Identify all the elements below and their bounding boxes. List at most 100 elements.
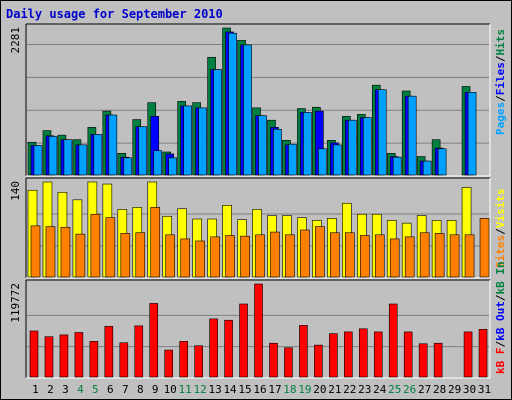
x-label-day-31: 31	[478, 383, 491, 396]
pages-bar-1	[33, 145, 43, 176]
sites-bar-31	[479, 218, 490, 278]
sites-bar-10	[165, 234, 176, 278]
sites-bar-11	[180, 238, 190, 278]
kbf-bar-2	[44, 336, 54, 378]
kbf-bar-22	[344, 331, 353, 378]
legend-kb-part-4: /	[494, 294, 507, 301]
kbf-bar-1	[29, 330, 39, 378]
pages-bar-9	[153, 150, 163, 176]
pages-bar-11	[183, 105, 192, 176]
sites-bar-29	[449, 234, 460, 278]
x-label-day-7: 7	[122, 383, 129, 396]
sites-bar-1	[30, 225, 41, 278]
sites-bar-6	[105, 217, 116, 278]
legend-kb-part-3: kB Out	[494, 301, 507, 341]
y-max-label-2: 140	[9, 181, 22, 201]
x-label-day-2: 2	[47, 383, 54, 396]
kbf-bar-24	[373, 331, 383, 378]
kbf-bar-17	[269, 342, 278, 378]
kbf-bar-11	[179, 341, 188, 378]
x-label-day-8: 8	[137, 383, 144, 396]
pages-bar-14	[228, 32, 237, 176]
legend-kb: kB F/kB Out/kB In	[494, 261, 507, 374]
pages-bar-10	[168, 157, 178, 176]
x-label-day-5: 5	[92, 383, 99, 396]
sites-bar-13	[210, 236, 220, 278]
x-label-day-23: 23	[358, 383, 371, 396]
x-label-day-28: 28	[433, 383, 446, 396]
pages-bar-16	[258, 115, 267, 176]
pages-bar-23	[362, 117, 372, 176]
x-label-day-15: 15	[238, 383, 251, 396]
legend-pages-files-hits-part-4: /	[494, 55, 507, 62]
kbf-bar-16	[254, 283, 263, 378]
x-label-day-24: 24	[373, 383, 387, 396]
legend-pages-files-hits-part-2: /	[494, 95, 507, 102]
x-label-day-1: 1	[32, 383, 39, 396]
x-label-day-30: 30	[463, 383, 476, 396]
sites-bar-8	[135, 232, 146, 278]
kbf-bar-31	[478, 329, 488, 378]
pages-bar-4	[78, 144, 88, 176]
kbf-bar-9	[149, 303, 159, 378]
sites-bar-12	[195, 240, 205, 278]
x-label-day-6: 6	[107, 383, 114, 396]
x-label-day-4: 4	[77, 383, 84, 396]
pages-bar-21	[333, 144, 342, 176]
x-label-day-18: 18	[283, 383, 296, 396]
kbf-bar-7	[119, 342, 129, 378]
pages-bar-17	[273, 128, 282, 176]
kbf-bar-10	[164, 349, 174, 378]
kbf-bar-20	[314, 344, 323, 378]
kbf-bar-12	[194, 345, 203, 378]
sites-bar-7	[120, 233, 131, 278]
pages-bar-7	[123, 157, 133, 176]
sites-bar-26	[404, 236, 415, 278]
sites-bar-3	[60, 226, 71, 278]
sites-bar-28	[434, 233, 445, 278]
pages-bar-22	[348, 119, 357, 176]
x-label-day-29: 29	[448, 383, 461, 396]
kbf-bar-3	[59, 334, 69, 378]
pages-bar-18	[288, 143, 297, 176]
sites-bar-17	[270, 231, 280, 278]
kbf-bar-25	[388, 303, 398, 378]
x-label-day-25: 25	[388, 383, 401, 396]
kbf-bar-21	[329, 333, 338, 378]
sites-bar-27	[419, 232, 430, 278]
legend-pages-files-hits-part-5: Hits	[494, 29, 507, 56]
sites-bar-18	[285, 234, 295, 278]
pages-bar-19	[303, 112, 312, 176]
x-label-day-21: 21	[328, 383, 341, 396]
legend-sites-visits-part-2: /	[494, 228, 507, 235]
x-label-day-19: 19	[298, 383, 311, 396]
x-label-day-10: 10	[164, 383, 177, 396]
pages-bar-5	[93, 134, 103, 176]
x-label-day-27: 27	[418, 383, 431, 396]
pages-bar-6	[108, 114, 118, 176]
kbf-bar-27	[418, 343, 428, 378]
x-label-day-3: 3	[62, 383, 69, 396]
kbf-bar-13	[209, 318, 218, 378]
y-max-label-3: 119772	[9, 283, 22, 323]
x-label-day-20: 20	[313, 383, 326, 396]
legend-kb-part-5: kB In	[494, 261, 507, 294]
kbf-bar-18	[284, 347, 293, 378]
legend-kb-part-1: kB F	[494, 348, 507, 375]
sites-bar-30	[464, 234, 475, 278]
sites-bar-25	[389, 238, 400, 278]
pages-bar-24	[377, 89, 387, 176]
sites-bar-9	[150, 207, 161, 278]
legend-sites-visits-part-3: Visits	[494, 189, 507, 229]
pages-bar-20	[318, 148, 327, 176]
kbf-bar-14	[224, 319, 233, 378]
kbf-bar-28	[433, 342, 443, 378]
sites-bar-24	[374, 234, 385, 278]
legend-sites-visits-part-1: Sites	[494, 235, 507, 268]
kbf-bar-23	[358, 328, 368, 378]
sites-bar-14	[225, 235, 235, 278]
sites-bar-23	[359, 235, 370, 278]
legend-pages-files-hits-part-3: Files	[494, 62, 507, 95]
sites-bar-4	[75, 233, 86, 278]
